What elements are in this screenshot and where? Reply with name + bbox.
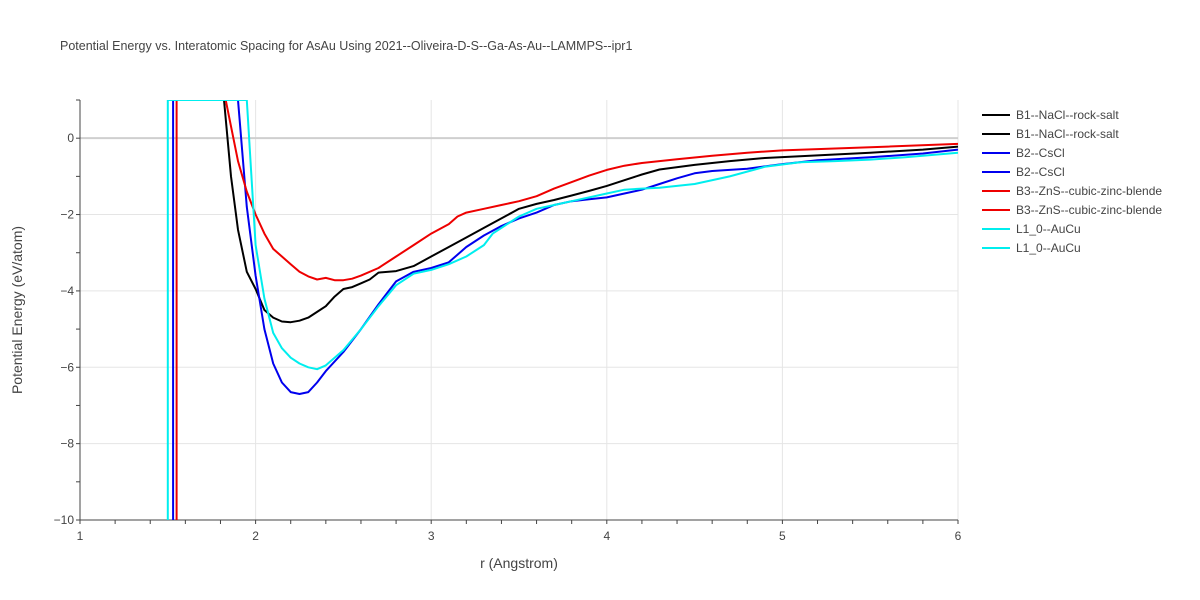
x-tick-label: 1 bbox=[77, 529, 84, 543]
grid bbox=[80, 100, 959, 520]
legend-label: B2--CsCl bbox=[1016, 165, 1065, 179]
x-tick-label: 5 bbox=[779, 529, 786, 543]
plot-area bbox=[166, 100, 958, 520]
legend-label: L1_0--AuCu bbox=[1016, 241, 1081, 255]
x-tick-label: 3 bbox=[428, 529, 435, 543]
y-tick-label: −4 bbox=[60, 284, 74, 298]
x-axis-label: r (Angstrom) bbox=[480, 555, 558, 571]
legend-label: L1_0--AuCu bbox=[1016, 222, 1081, 236]
legend-label: B3--ZnS--cubic-zinc-blende bbox=[1016, 184, 1162, 198]
axes: 1 2 3 4 5 6 −10 −8 −6 −4 −2 0 bbox=[54, 99, 962, 543]
legend-item[interactable]: B2--CsCl bbox=[982, 165, 1065, 179]
legend[interactable]: B1--NaCl--rock-salt B1--NaCl--rock-salt B2… bbox=[982, 108, 1162, 255]
legend-item[interactable]: L1_0--AuCu bbox=[982, 222, 1081, 236]
legend-label: B1--NaCl--rock-salt bbox=[1016, 127, 1119, 141]
legend-label: B2--CsCl bbox=[1016, 146, 1065, 160]
chart-title: Potential Energy vs. Interatomic Spacing… bbox=[60, 39, 632, 53]
y-tick-label: −8 bbox=[60, 437, 74, 451]
legend-item[interactable]: B3--ZnS--cubic-zinc-blende bbox=[982, 203, 1162, 217]
y-tick-label: −10 bbox=[54, 513, 75, 527]
legend-label: B3--ZnS--cubic-zinc-blende bbox=[1016, 203, 1162, 217]
series-line-b2-cscl bbox=[172, 100, 958, 520]
x-tick-label: 2 bbox=[252, 529, 259, 543]
y-axis-label: Potential Energy (eV/atom) bbox=[9, 226, 25, 394]
y-tick-label: 0 bbox=[67, 131, 74, 145]
legend-item[interactable]: B1--NaCl--rock-salt bbox=[982, 108, 1119, 122]
x-tick-label: 6 bbox=[955, 529, 962, 543]
y-tick-label: −2 bbox=[60, 208, 74, 222]
x-tick-label: 4 bbox=[603, 529, 610, 543]
legend-item[interactable]: B3--ZnS--cubic-zinc-blende bbox=[982, 184, 1162, 198]
legend-item[interactable]: L1_0--AuCu bbox=[982, 241, 1081, 255]
series-line-b3-zns-cubic-zinc-blende bbox=[175, 100, 958, 520]
series-line-l1-0-aucu bbox=[166, 100, 958, 520]
legend-label: B1--NaCl--rock-salt bbox=[1016, 108, 1119, 122]
y-tick-label: −6 bbox=[60, 360, 74, 374]
series-line-b1-nacl-rock-salt bbox=[223, 100, 958, 324]
legend-item[interactable]: B2--CsCl bbox=[982, 146, 1065, 160]
legend-item[interactable]: B1--NaCl--rock-salt bbox=[982, 127, 1119, 141]
